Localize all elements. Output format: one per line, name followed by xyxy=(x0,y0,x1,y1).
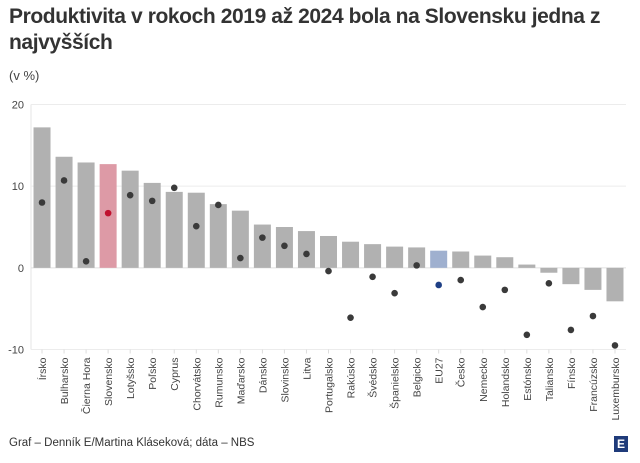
x-tick-label: Portugalsko xyxy=(324,357,336,413)
x-tick-label: Belgicko xyxy=(412,357,424,397)
bar-Lotyšsko xyxy=(121,170,139,268)
dot-Estónsko xyxy=(523,331,531,339)
bar-Dánsko xyxy=(253,224,271,268)
bar-Španielsko xyxy=(386,246,404,268)
x-tick-label: Dánsko xyxy=(257,357,269,393)
bar-Francúzsko xyxy=(584,267,602,290)
x-tick-label: Španielsko xyxy=(389,357,402,409)
chart-subtitle: (v %) xyxy=(9,68,40,83)
y-tick-label: 0 xyxy=(18,263,24,275)
x-tick-label: Írsko xyxy=(36,357,49,380)
dot-Lotyšsko xyxy=(126,191,134,199)
bar-Nemecko xyxy=(474,255,492,268)
dot-Dánsko xyxy=(259,234,266,241)
dot-Taliansko xyxy=(545,280,553,287)
bar-Taliansko xyxy=(540,267,558,273)
bar-Fínsko xyxy=(562,267,580,285)
bar-Švédsko xyxy=(364,244,382,268)
dot-Švédsko xyxy=(369,273,376,281)
bar-Česko xyxy=(452,251,470,268)
y-tick-label: -10 xyxy=(8,345,24,357)
dot-Španielsko xyxy=(391,289,398,297)
bar-Rumunsko xyxy=(209,204,227,268)
x-tick-label: Rakúsko xyxy=(346,357,358,398)
y-tick-label: 20 xyxy=(12,100,24,112)
bar-Maďarsko xyxy=(231,210,249,268)
dot-Fínsko xyxy=(567,326,575,334)
x-tick-label: Slovensko xyxy=(103,357,115,406)
dot-Portugalsko xyxy=(325,267,332,275)
dot-Holandsko xyxy=(501,286,509,294)
source-note: Graf – Denník E/Martina Kláseková; dáta … xyxy=(9,437,255,449)
bar-Čierna Hora xyxy=(77,162,95,268)
dot-Francúzsko xyxy=(589,312,597,320)
dot-EU27 xyxy=(435,281,442,289)
x-tick-label: Litva xyxy=(301,357,313,379)
bar-Poľsko xyxy=(143,182,161,268)
x-tick-label: Lotyšsko xyxy=(125,357,137,399)
dot-Nemecko xyxy=(479,303,487,311)
dot-Slovinsko xyxy=(281,242,288,250)
dot-Slovensko xyxy=(104,209,112,217)
bar-Belgicko xyxy=(408,247,426,268)
chart-title: Produktivita v rokoch 2019 až 2024 bola … xyxy=(9,5,601,54)
dot-Írsko xyxy=(38,199,46,206)
dot-Poľsko xyxy=(148,197,156,205)
x-tick-label: EU27 xyxy=(434,357,446,383)
x-tick-label: Francúzsko xyxy=(588,357,600,411)
chart-area: -10 0 10 20 Írsko Bulharsko Čierna Hora Slovens… xyxy=(8,100,626,421)
bar-Írsko xyxy=(33,127,51,268)
x-tick-label: Bulharsko xyxy=(59,357,71,404)
dot-Rakúsko xyxy=(347,314,354,321)
bar-Portugalsko xyxy=(320,235,337,268)
x-tick-label: Rumunsko xyxy=(213,357,225,407)
x-tick-label: Cyprus xyxy=(169,358,181,391)
dot-Bulharsko xyxy=(60,177,68,184)
dot-Česko xyxy=(457,276,465,284)
bar-Cyprus xyxy=(165,191,183,268)
bar-EU27 xyxy=(430,250,448,268)
x-tick-label: Slovinsko xyxy=(279,357,291,402)
logo-icon: E xyxy=(614,436,628,452)
x-tick-label: Holandsko xyxy=(500,357,512,407)
y-tick-label: 10 xyxy=(12,181,24,193)
x-tick-label: Fínsko xyxy=(566,357,578,389)
x-tick-label: Chorvátsko xyxy=(191,357,203,410)
dot-Chorvátsko xyxy=(192,222,200,230)
dot-Litva xyxy=(303,250,310,258)
bar-Luxembursko xyxy=(606,267,624,302)
x-tick-label: Luxembursko xyxy=(610,357,622,420)
x-tick-label: Taliansko xyxy=(544,357,556,401)
x-tick-label: Švédsko xyxy=(367,357,380,397)
x-tick-label: Česko xyxy=(455,357,468,387)
dot-Maďarsko xyxy=(237,254,244,262)
dot-Rumunsko xyxy=(215,201,222,209)
bar-Litva xyxy=(297,231,315,268)
dot-Luxembursko xyxy=(611,342,619,349)
dot-Čierna Hora xyxy=(82,258,90,265)
bar-Bulharsko xyxy=(55,156,73,268)
x-tick-label: Estónsko xyxy=(522,357,534,400)
x-tick-label: Maďarsko xyxy=(235,357,247,404)
x-tick-label: Poľsko xyxy=(147,357,159,389)
bar-Rakúsko xyxy=(342,241,360,268)
x-tick-label: Čierna Hora xyxy=(80,357,93,414)
dot-Belgicko xyxy=(413,262,420,269)
dot-Cyprus xyxy=(170,184,178,192)
bar-Holandsko xyxy=(496,257,514,268)
bar-Chorvátsko xyxy=(187,192,205,268)
bar-Estónsko xyxy=(518,264,536,268)
x-tick-label: Nemecko xyxy=(478,357,490,402)
